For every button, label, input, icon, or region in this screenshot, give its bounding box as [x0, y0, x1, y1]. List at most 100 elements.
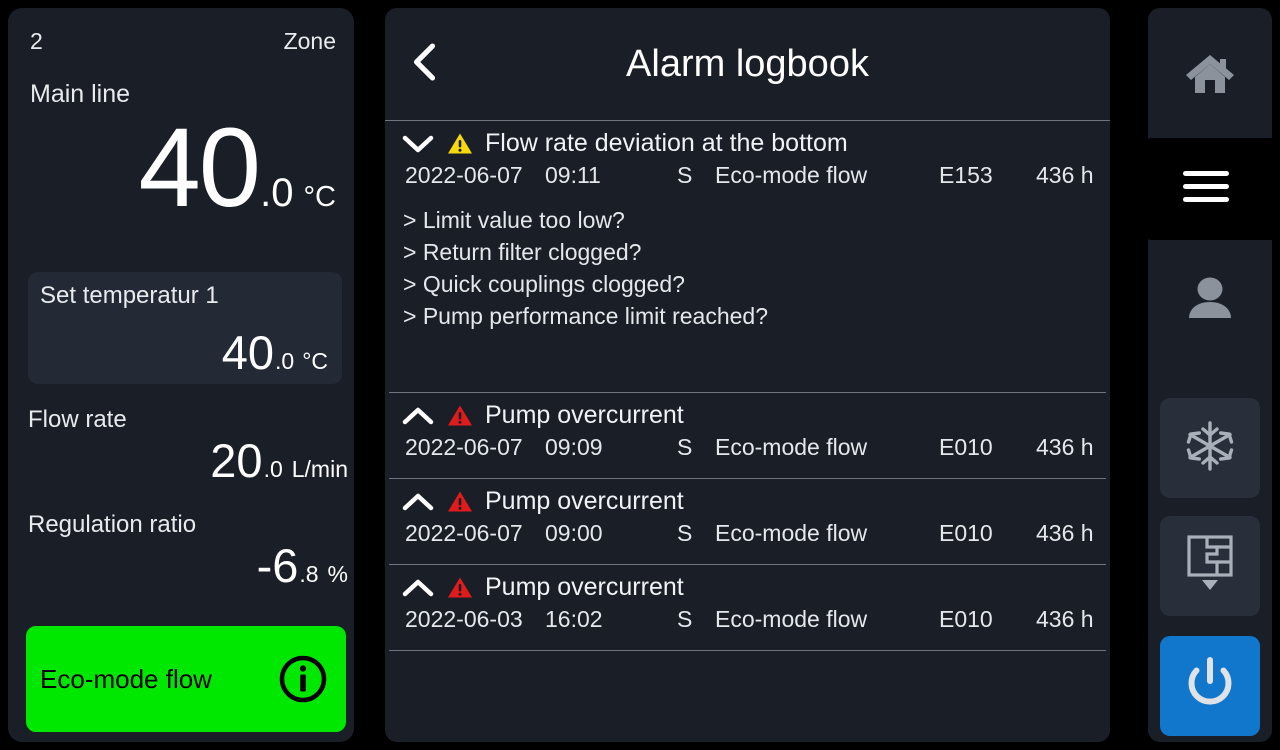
alarm-hint[interactable]: > Return filter clogged?: [403, 239, 642, 265]
mode-status-button[interactable]: Eco-mode flow: [26, 626, 346, 732]
alarm-code: E153: [939, 162, 993, 188]
zone-header: 2 Zone: [30, 26, 336, 56]
setpoint-label: Set temperatur 1: [40, 282, 219, 309]
alarm-hint[interactable]: > Limit value too low?: [403, 207, 625, 233]
alarm-triangle-icon: [447, 576, 473, 599]
alarm-source: S: [677, 520, 693, 546]
metric-flow-rate-value: 20 .0 L/min: [28, 434, 348, 487]
alarm-hint-list: > Limit value too low? > Return filter c…: [385, 198, 1110, 332]
warning-triangle-icon: [447, 132, 473, 155]
nav-button-schematic[interactable]: [1160, 516, 1260, 616]
alarm-time: 16:02: [545, 606, 603, 632]
metric-flow-rate: Flow rate 20 .0 L/min: [28, 406, 348, 485]
alarm-entry-details: 2022-06-07 09:00 S Eco-mode flow E010 43…: [385, 520, 1110, 556]
info-circle-icon[interactable]: [278, 654, 328, 704]
metric-regulation-ratio-integer: -6: [256, 539, 299, 592]
chevron-up-icon[interactable]: [401, 405, 435, 427]
alarm-code: E010: [939, 606, 993, 632]
alarm-source: S: [677, 434, 693, 460]
alarm-entry-title: Flow rate deviation at the bottom: [485, 129, 848, 157]
circuit-label: Main line: [30, 80, 131, 108]
alarm-mode: Eco-mode flow: [715, 520, 868, 546]
metric-flow-rate-integer: 20: [210, 434, 263, 487]
metric-regulation-ratio-label: Regulation ratio: [28, 511, 197, 538]
actual-temperature-decimal: .0: [260, 171, 294, 215]
schematic-icon: [1183, 534, 1237, 599]
alarm-mode: Eco-mode flow: [715, 162, 868, 188]
alarm-code: E010: [939, 434, 993, 460]
nav-button-cooling[interactable]: [1160, 398, 1260, 498]
alarm-time: 09:09: [545, 434, 603, 460]
setpoint-card[interactable]: Set temperatur 1 40 .0 °C: [28, 272, 342, 384]
nav-button-menu[interactable]: [1140, 138, 1272, 240]
nav-button-power[interactable]: [1160, 636, 1260, 736]
alarm-entry-title: Pump overcurrent: [485, 573, 684, 601]
back-button[interactable]: [403, 42, 447, 86]
alarm-entry-toggle[interactable]: Pump overcurrent: [385, 565, 1110, 606]
alarm-entry-details: 2022-06-07 09:11 S Eco-mode flow E153 43…: [385, 162, 1110, 198]
chevron-down-icon[interactable]: [401, 133, 435, 155]
setpoint-integer: 40: [221, 326, 274, 379]
navigation-rail: [1140, 8, 1272, 742]
mode-status-label: Eco-mode flow: [40, 663, 212, 694]
nav-button-user[interactable]: [1160, 250, 1260, 350]
metric-flow-rate-decimal: .0: [263, 456, 283, 482]
actual-temperature-value: 40 .0 °C: [139, 112, 336, 224]
list-divider: [389, 478, 1106, 479]
list-divider: [389, 564, 1106, 565]
alarm-date: 2022-06-07: [405, 162, 523, 188]
alarm-entry: Pump overcurrent 2022-06-07 09:09 S Eco-…: [385, 393, 1110, 479]
alarm-date: 2022-06-03: [405, 606, 523, 632]
nav-button-home[interactable]: [1160, 26, 1260, 126]
alarm-hours: 436 h: [1036, 606, 1094, 632]
metric-flow-rate-label: Flow rate: [28, 406, 127, 433]
alarm-hint[interactable]: > Pump performance limit reached?: [403, 303, 768, 329]
alarm-entry-title: Pump overcurrent: [485, 487, 684, 515]
alarm-hours: 436 h: [1036, 162, 1094, 188]
alarm-date: 2022-06-07: [405, 434, 523, 460]
alarm-entry: Pump overcurrent 2022-06-03 16:02 S Eco-…: [385, 565, 1110, 651]
user-icon: [1186, 275, 1234, 326]
power-icon: [1184, 656, 1236, 716]
metric-regulation-ratio-value: -6 .8 %: [28, 539, 348, 592]
list-divider: [389, 392, 1106, 393]
alarm-triangle-icon: [447, 404, 473, 427]
alarm-entry: Pump overcurrent 2022-06-07 09:00 S Eco-…: [385, 479, 1110, 565]
alarm-time: 09:00: [545, 520, 603, 546]
alarm-mode: Eco-mode flow: [715, 434, 868, 460]
setpoint-value: 40 .0 °C: [222, 329, 328, 376]
alarm-entry: Flow rate deviation at the bottom 2022-0…: [385, 121, 1110, 393]
alarm-entry-toggle[interactable]: Flow rate deviation at the bottom: [385, 121, 1110, 162]
chevron-up-icon[interactable]: [401, 491, 435, 513]
alarm-source: S: [677, 606, 693, 632]
alarm-code: E010: [939, 520, 993, 546]
page-title: Alarm logbook: [626, 42, 869, 85]
list-divider: [389, 650, 1106, 651]
alarm-date: 2022-06-07: [405, 520, 523, 546]
setpoint-decimal: .0: [275, 348, 295, 374]
setpoint-unit: °C: [302, 348, 328, 374]
alarm-hours: 436 h: [1036, 434, 1094, 460]
chevron-left-icon: [410, 41, 440, 88]
alarm-entry-toggle[interactable]: Pump overcurrent: [385, 393, 1110, 434]
logbook-header: Alarm logbook: [385, 8, 1110, 121]
alarm-mode: Eco-mode flow: [715, 606, 868, 632]
alarm-triangle-icon: [447, 490, 473, 513]
alarm-hint[interactable]: > Quick couplings clogged?: [403, 271, 685, 297]
metric-regulation-ratio: Regulation ratio -6 .8 %: [28, 511, 348, 590]
alarm-entry-title: Pump overcurrent: [485, 401, 684, 429]
metric-flow-rate-unit: L/min: [291, 456, 348, 482]
alarm-entry-details: 2022-06-07 09:09 S Eco-mode flow E010 43…: [385, 434, 1110, 470]
alarm-entry-details: 2022-06-03 16:02 S Eco-mode flow E010 43…: [385, 606, 1110, 642]
alarm-time: 09:11: [545, 162, 601, 188]
alarm-hours: 436 h: [1036, 520, 1094, 546]
snowflake-icon: [1184, 420, 1236, 477]
status-panel: 2 Zone Main line 40 .0 °C Set temperatur…: [8, 8, 354, 742]
zone-label: Zone: [283, 27, 336, 54]
zone-number: 2: [30, 27, 43, 54]
metric-regulation-ratio-decimal: .8: [299, 561, 319, 587]
alarm-entry-toggle[interactable]: Pump overcurrent: [385, 479, 1110, 520]
chevron-up-icon[interactable]: [401, 577, 435, 599]
alarm-logbook-panel: Alarm logbook Flow rate deviation at: [385, 8, 1110, 742]
